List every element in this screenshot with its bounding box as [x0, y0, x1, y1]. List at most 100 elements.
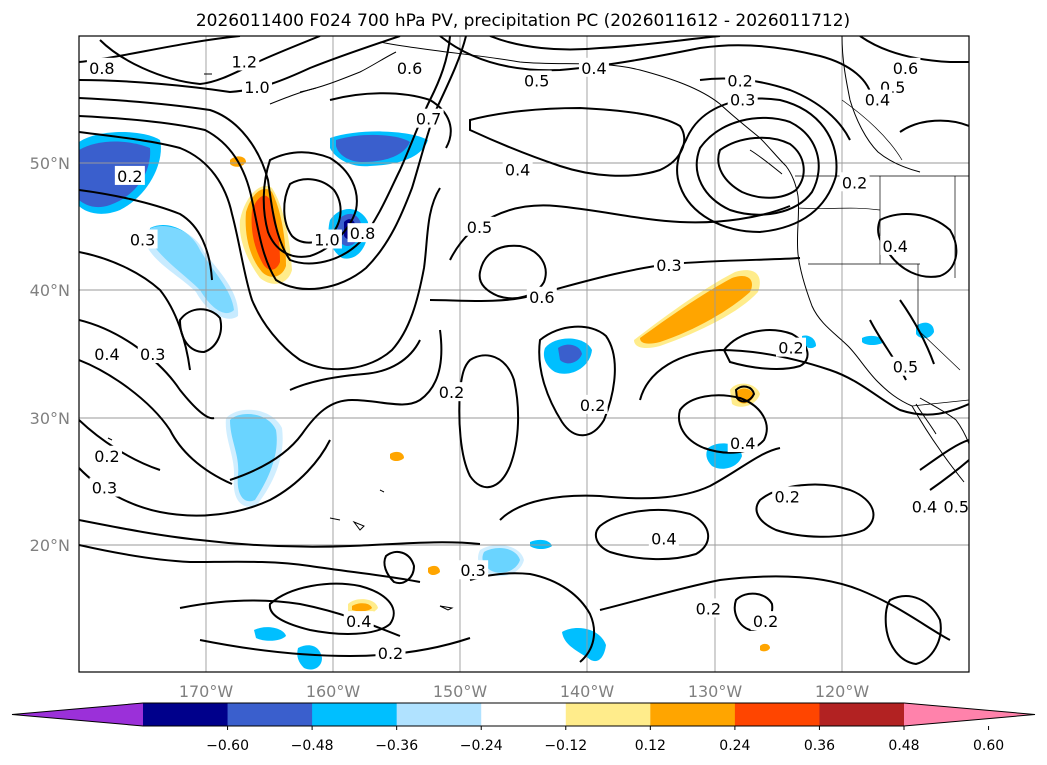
y-axis: 50°N 40°N 30°N 20°N — [30, 154, 70, 555]
colorbar-tick-label: 0.36 — [804, 738, 835, 754]
pv-contour — [79, 189, 213, 281]
pv-contour — [79, 519, 481, 548]
pv-contour-label: 0.4 — [346, 612, 371, 631]
pv-contour — [79, 131, 441, 371]
pv-contour-labels: 0.8 1.21.00.60.50.40.20.30.60.50.40.70.40… — [86, 51, 969, 663]
colorbar-tick-label: −0.24 — [460, 738, 503, 754]
pv-contour — [489, 36, 721, 51]
pv-contour — [469, 572, 596, 663]
precip-patch — [297, 645, 322, 670]
coastline-north — [841, 36, 921, 173]
colorbar-segment — [650, 703, 736, 726]
pv-contour — [899, 119, 969, 133]
pv-contour — [79, 319, 215, 420]
pv-contour-label: 1.0 — [244, 78, 269, 97]
pv-contour — [383, 550, 416, 584]
pv-label-background — [464, 216, 495, 236]
pv-contour — [639, 348, 969, 416]
pv-label-background — [89, 477, 120, 497]
pv-label-background — [413, 108, 444, 128]
pv-contour — [676, 97, 838, 234]
pv-contour — [678, 394, 768, 454]
state-border-wa-or — [797, 207, 881, 211]
colorbar: −0.60 −0.48 −0.36 −0.24 −0.12 0.12 0.24 0.36 0.4… — [11, 702, 1036, 754]
pv-label-background — [772, 486, 803, 506]
coastline-gulf-california — [915, 403, 937, 435]
pv-contour-label: 0.3 — [460, 561, 485, 580]
pv-contour — [755, 483, 875, 538]
colorbar-tick-label: −0.12 — [544, 738, 587, 754]
pv-label-background — [839, 172, 870, 192]
pv-contour-label: 0.4 — [730, 434, 755, 453]
x-tick-label: 150°W — [433, 682, 488, 701]
pv-label-background — [653, 254, 684, 274]
pv-contour — [919, 439, 969, 471]
y-tick-label: 40°N — [30, 281, 70, 300]
pv-label-background — [521, 70, 552, 90]
pv-contour-label: 0.5 — [893, 358, 918, 377]
pv-contour — [734, 385, 756, 403]
pv-contour-label: 0.4 — [94, 345, 119, 364]
canada-border-north — [841, 99, 903, 161]
map-area: 0.8 1.21.00.60.50.40.20.30.60.50.40.70.40… — [79, 36, 969, 672]
pv-contour — [717, 136, 805, 199]
pv-contour-label: 0.4 — [505, 161, 530, 180]
coastline-alaska — [379, 41, 761, 139]
pv-contour — [79, 251, 191, 371]
pv-contour-label: 0.2 — [580, 396, 605, 415]
colorbar-tick-label: −0.60 — [206, 738, 249, 754]
y-tick-label: 30°N — [30, 409, 70, 428]
precip-patch — [428, 565, 440, 575]
pv-label-background — [91, 445, 122, 465]
pv-contour-label: 0.6 — [529, 288, 554, 307]
pv-contour-label: 0.4 — [581, 59, 606, 78]
pv-contour-label: 0.3 — [92, 479, 117, 498]
precip-patch — [478, 544, 524, 576]
precip-shading-negative — [79, 131, 934, 670]
colorbar-segment — [819, 703, 905, 726]
pv-contour-label: 1.0 — [314, 231, 339, 250]
pv-contour-label: 0.2 — [378, 644, 403, 663]
pv-contour-label: 0.4 — [912, 498, 937, 517]
map-frame — [78, 35, 970, 673]
coastline-vancouver — [749, 149, 783, 175]
y-tick-label: 50°N — [30, 154, 70, 173]
pv-contour — [695, 116, 820, 216]
pv-contour-label: 0.3 — [140, 345, 165, 364]
pv-contour — [268, 582, 395, 635]
pv-contour-label: 0.4 — [651, 529, 676, 548]
precip-patch — [225, 409, 283, 507]
pv-contour — [499, 447, 781, 521]
pv-label-background — [526, 286, 557, 306]
pv-label-background — [727, 433, 758, 453]
pv-label-background — [91, 344, 122, 363]
pv-label-background — [127, 229, 158, 249]
pv-contour — [99, 36, 321, 86]
precip-patch — [145, 225, 239, 319]
pv-contour — [229, 329, 443, 481]
pv-contour-label: 0.2 — [774, 487, 799, 506]
pv-label-background — [347, 223, 378, 243]
pv-contour — [929, 459, 969, 491]
pv-contour-label: 0.2 — [778, 339, 803, 358]
precip-patch — [760, 643, 770, 652]
pv-label-background — [137, 344, 168, 363]
coastline-alaska-islands — [299, 51, 397, 93]
pv-label-background — [941, 496, 969, 516]
pv-contour-label: 0.3 — [730, 91, 755, 110]
pv-label-background — [750, 611, 781, 631]
pv-contour — [329, 92, 452, 149]
pv-label-background — [648, 528, 679, 548]
pv-contour — [79, 544, 421, 583]
pv-contour-label: 0.2 — [439, 383, 464, 402]
pv-contour-label: 0.4 — [865, 91, 890, 110]
colorbar-extend-high — [904, 703, 1035, 726]
pv-contour-label: 0.5 — [524, 72, 549, 91]
coastline-west-us — [796, 195, 913, 407]
colorbar-outline — [11, 702, 1036, 727]
pv-contour-label: 0.2 — [94, 447, 119, 466]
pv-contour — [199, 637, 471, 658]
x-tick-label: 120°W — [815, 682, 870, 701]
coastlines — [269, 36, 969, 483]
colorbar-segment — [396, 703, 482, 726]
